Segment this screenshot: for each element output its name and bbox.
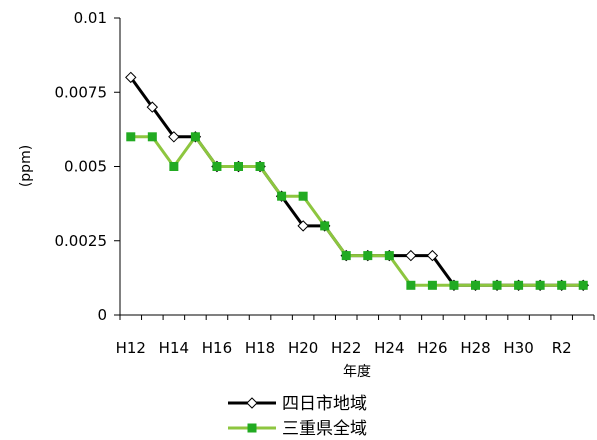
series-2: [126, 132, 588, 290]
x-tick-label: H12: [116, 339, 146, 357]
axes: 0 0.0025 0.005 0.0075 0.01 H12 H14 H16 H18 H20 H22…: [55, 9, 595, 357]
data-point: [212, 162, 222, 171]
data-point: [535, 280, 545, 290]
data-point: [297, 220, 309, 232]
data-point: [426, 249, 439, 262]
x-tick-label: R2: [552, 339, 572, 357]
data-point: [449, 280, 459, 290]
data-point: [146, 101, 159, 113]
x-tick-label: H18: [245, 339, 275, 357]
data-point: [363, 251, 373, 261]
data-point: [190, 132, 200, 142]
legend-label: 四日市地域: [282, 394, 367, 414]
data-point: [514, 280, 524, 290]
data-point: [255, 162, 265, 171]
y-axis-label: (ppm): [18, 145, 34, 187]
y-tick-label: 0.0025: [55, 232, 108, 250]
data-point: [557, 280, 567, 290]
x-tick-label: H20: [288, 339, 318, 357]
y-tick-label: 0.01: [74, 9, 107, 27]
data-point: [320, 221, 330, 231]
x-tick-label: H24: [374, 339, 404, 357]
x-tick-label: H14: [159, 339, 189, 357]
data-point: [298, 191, 308, 201]
legend-marker: [247, 423, 257, 433]
data-point: [125, 71, 137, 84]
data-point: [384, 251, 394, 261]
x-tick-label: H28: [460, 339, 490, 357]
data-point: [168, 131, 180, 143]
data-point: [578, 280, 588, 290]
y-tick-label: 0.0075: [55, 83, 108, 101]
data-point: [277, 191, 287, 201]
data-point: [406, 280, 416, 290]
series-layer: [125, 71, 589, 292]
data-point: [147, 132, 157, 142]
x-tick-label: H22: [331, 339, 361, 357]
data-point: [492, 280, 502, 290]
x-tick-label: H26: [417, 339, 447, 357]
data-point: [169, 162, 179, 171]
data-point: [341, 251, 351, 261]
legend-label: 三重県全域: [282, 419, 367, 436]
data-point: [405, 249, 417, 262]
data-point: [126, 132, 136, 142]
x-tick-label: H30: [503, 339, 533, 357]
legend-item: 四日市地域: [228, 394, 367, 414]
series-1: [125, 71, 589, 292]
legend-item: 三重県全域: [228, 419, 367, 439]
series-line: [130, 135, 584, 287]
data-point: [234, 162, 243, 171]
data-point: [471, 280, 480, 290]
y-tick-label: 0.005: [64, 158, 107, 176]
x-axis-label: 年度: [343, 364, 371, 380]
data-point: [427, 280, 437, 290]
x-tick-label: H16: [202, 339, 232, 357]
legend-marker: [246, 397, 258, 409]
y-tick-label: 0: [97, 306, 107, 324]
